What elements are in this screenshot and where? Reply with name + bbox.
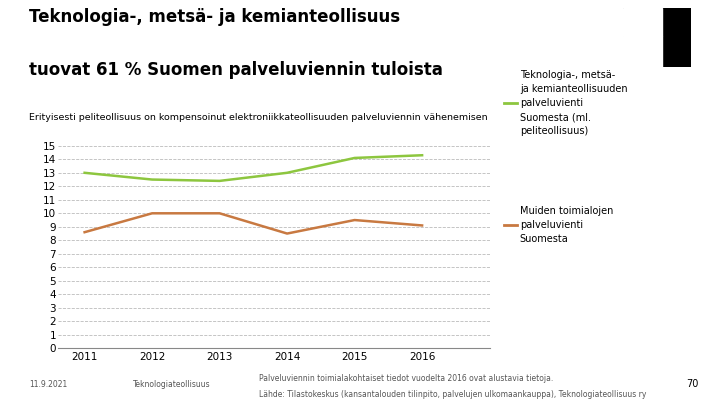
Text: Teknologiateollisuus: Teknologiateollisuus <box>133 380 211 389</box>
Text: Teknologia-, metsä-
ja kemianteollisuuden
palveluvienti
Suomesta (ml.
peliteolli: Teknologia-, metsä- ja kemianteollisuude… <box>520 70 627 136</box>
Text: Erityisesti peliteollisuus on kompensoinut elektroniikkateollisuuden palveluvien: Erityisesti peliteollisuus on kompensoin… <box>29 113 487 122</box>
Bar <box>623 36 662 67</box>
Text: Teknologia-, metsä- ja kemianteollisuus: Teknologia-, metsä- ja kemianteollisuus <box>29 8 400 26</box>
Text: 70: 70 <box>686 379 698 389</box>
Text: Lähde: Tilastokeskus (kansantalouden tilinpito, palvelujen ulkomaankauppa), Tekn: Lähde: Tilastokeskus (kansantalouden til… <box>259 390 647 399</box>
Text: tuovat 61 % Suomen palveluviennin tuloista: tuovat 61 % Suomen palveluviennin tulois… <box>29 61 443 79</box>
Text: 11.9.2021: 11.9.2021 <box>29 380 67 389</box>
Text: Palveluviennin toimialakohtaiset tiedot vuodelta 2016 ovat alustavia tietoja.: Palveluviennin toimialakohtaiset tiedot … <box>259 374 554 383</box>
Bar <box>623 8 662 36</box>
Text: Muiden toimialojen
palveluvienti
Suomesta: Muiden toimialojen palveluvienti Suomest… <box>520 206 613 244</box>
